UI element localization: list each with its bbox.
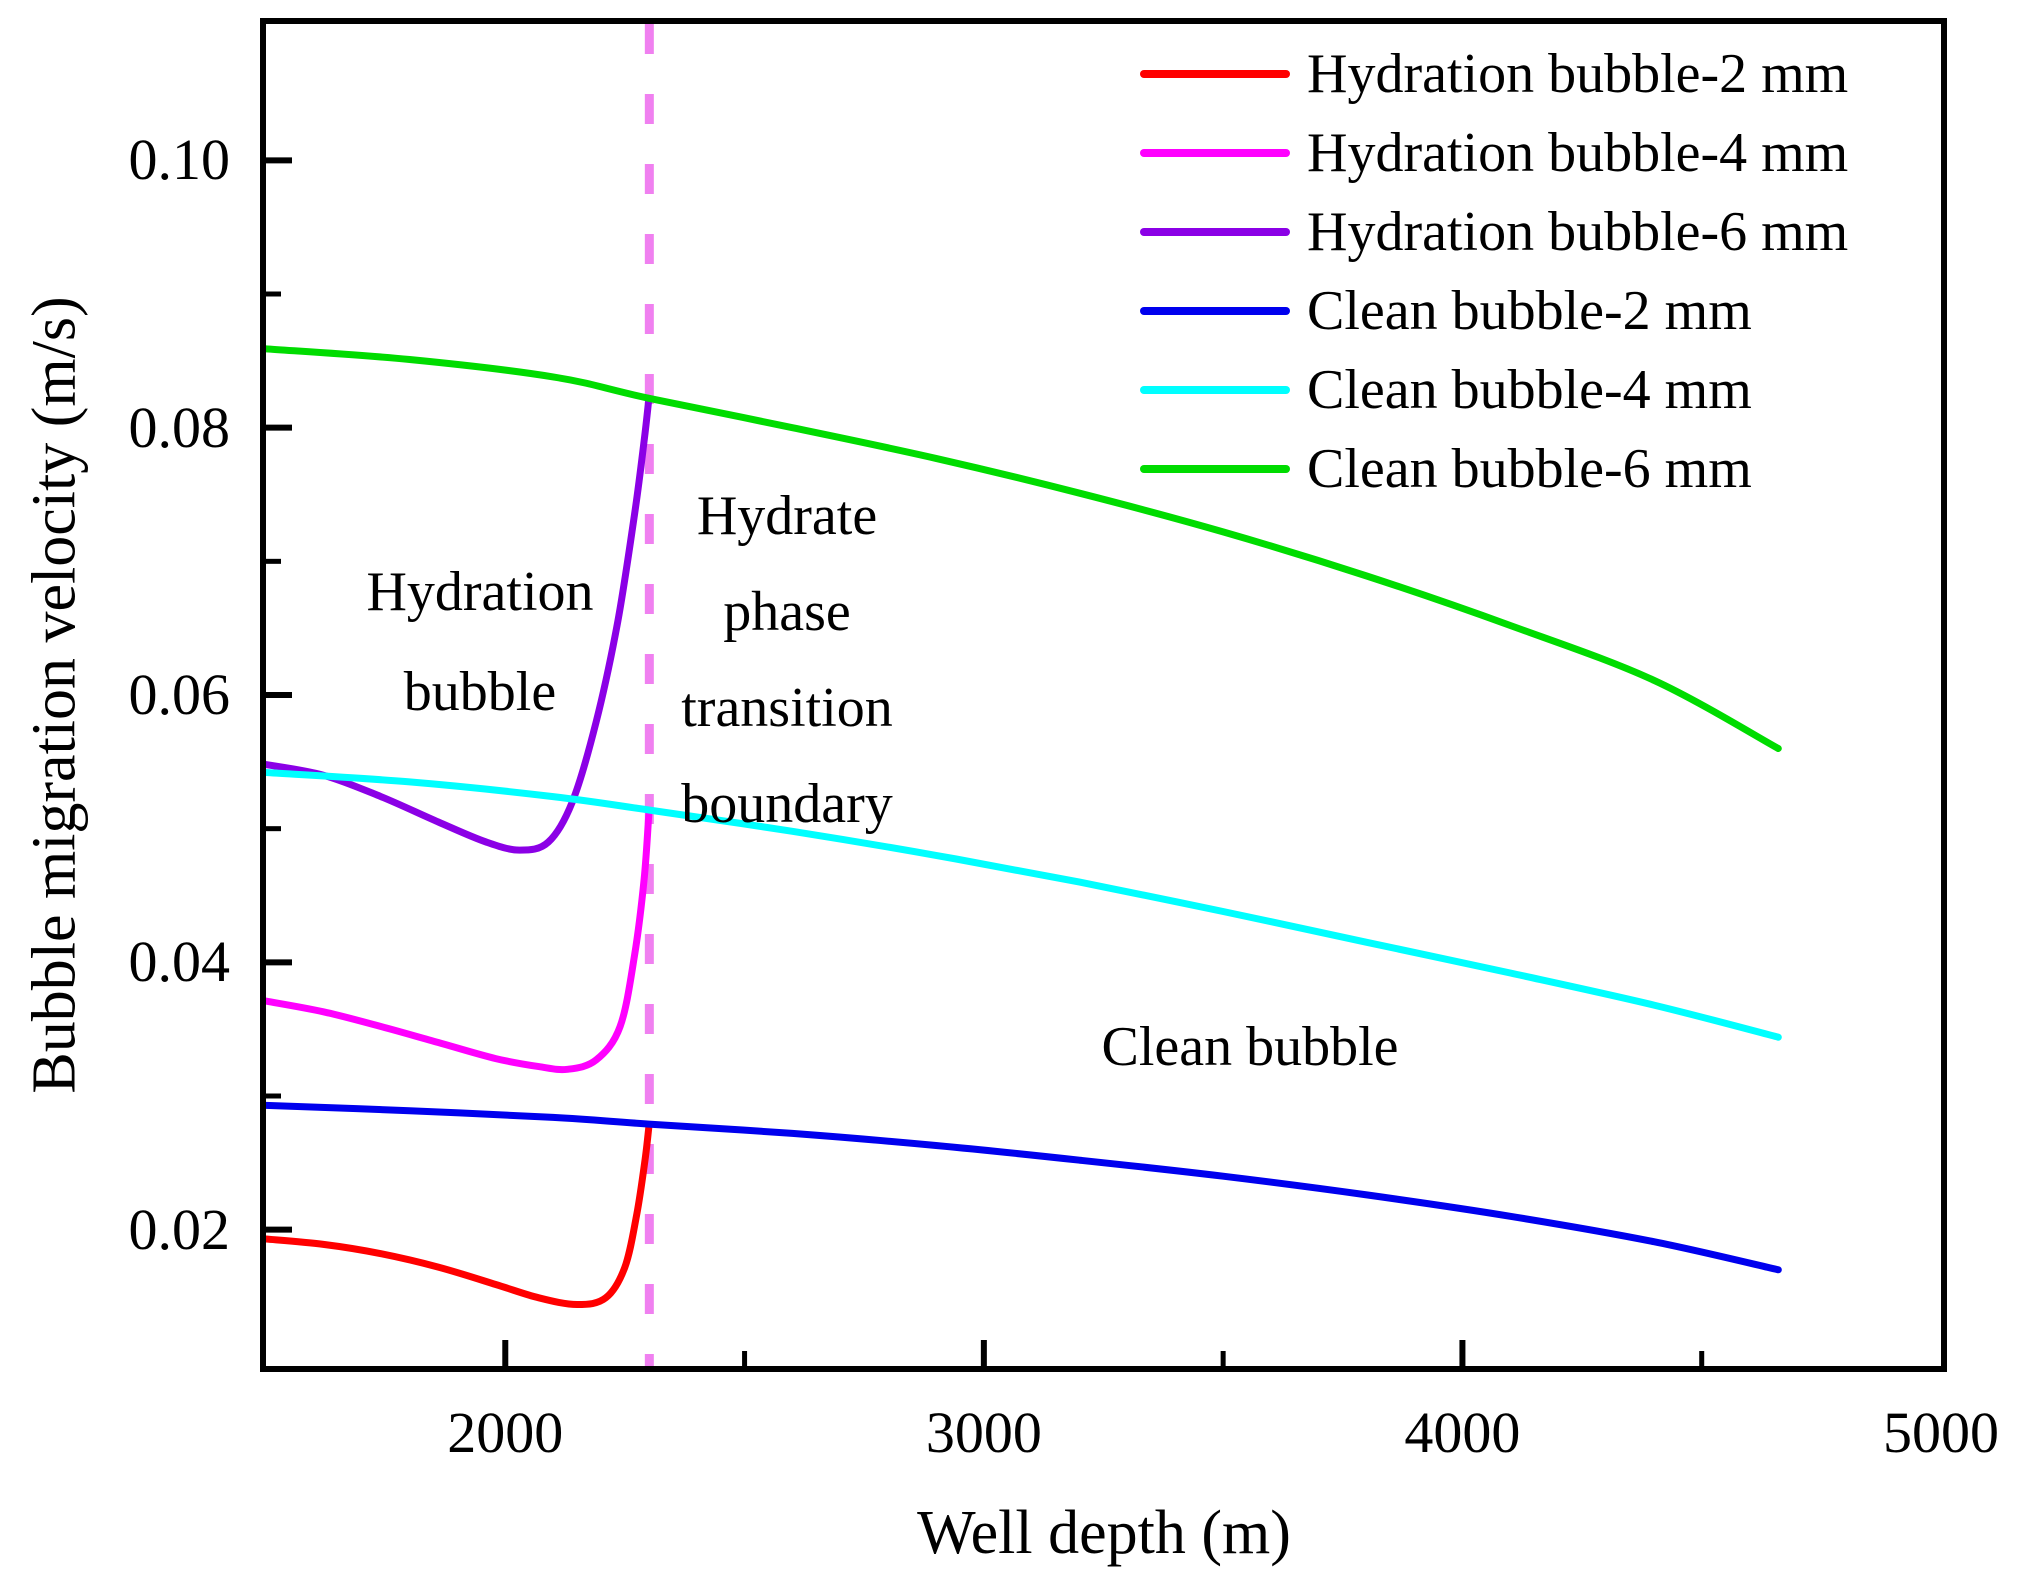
chart-canvas (266, 24, 1782, 1366)
curve-clean-bubble-6-mm (266, 345, 1782, 752)
legend-label: Hydration bubble-6 mm (1307, 200, 1849, 263)
legend-item-clean-bubble-4-mm: Clean bubble-4 mm (1140, 350, 1848, 429)
x-tick-label-2000: 2000 (447, 1400, 564, 1465)
legend-label: Clean bubble-4 mm (1307, 358, 1752, 421)
legend-line-swatch-clean-bubble-4-mm (1140, 385, 1290, 394)
curve-clean-bubble-2-mm (266, 1101, 1782, 1274)
curve-hydration-bubble-6-mm (266, 394, 653, 854)
legend: Hydration bubble-2 mm Hydration bubble-4 … (1140, 34, 1848, 508)
annotation-hydrate-phase-transition-boundary: Hydrate phase transition boundary (681, 485, 893, 835)
legend-item-hydration-bubble-2-mm: Hydration bubble-2 mm (1140, 34, 1848, 113)
legend-line-swatch-hydration-bubble-6-mm (1140, 227, 1290, 236)
legend-label: Hydration bubble-2 mm (1307, 42, 1849, 105)
y-tick-label-0.06: 0.06 (128, 662, 231, 727)
curve-hydration-bubble-2-mm (266, 1123, 653, 1308)
plot-area (260, 18, 1947, 1372)
y-tick-label-0.08: 0.08 (128, 394, 231, 460)
legend-line-swatch-hydration-bubble-4-mm (1140, 148, 1290, 157)
legend-line-swatch-hydration-bubble-2-mm (1140, 69, 1290, 78)
legend-item-hydration-bubble-4-mm: Hydration bubble-4 mm (1140, 113, 1848, 192)
y-tick-label-0.02: 0.02 (128, 1196, 231, 1262)
curve-clean-bubble-4-mm (266, 769, 1782, 1041)
legend-item-hydration-bubble-6-mm: Hydration bubble-6 mm (1140, 192, 1848, 271)
x-tick-label-3000: 3000 (925, 1400, 1042, 1465)
x-tick-label-5000: 5000 (1883, 1400, 1999, 1465)
legend-label: Hydration bubble-4 mm (1307, 121, 1849, 184)
curve-hydration-bubble-4-mm (266, 809, 653, 1074)
x-axis-title: Well depth (m) (917, 1499, 1291, 1567)
y-axis-title: Bubble migration velocity (m/s) (20, 296, 89, 1094)
legend-label: Clean bubble-6 mm (1307, 437, 1752, 500)
annotation-hydration-bubble: Hydration bubble (366, 561, 594, 723)
legend-item-clean-bubble-6-mm: Clean bubble-6 mm (1140, 429, 1848, 508)
y-tick-label-0.10: 0.10 (128, 127, 231, 193)
legend-label: Clean bubble-2 mm (1307, 279, 1752, 342)
legend-line-swatch-clean-bubble-6-mm (1140, 464, 1290, 473)
legend-item-clean-bubble-2-mm: Clean bubble-2 mm (1140, 271, 1848, 350)
annotation-clean-bubble: Clean bubble (1101, 1016, 1399, 1078)
legend-line-swatch-clean-bubble-2-mm (1140, 306, 1290, 315)
y-tick-label-0.04: 0.04 (128, 929, 231, 995)
x-tick-label-4000: 4000 (1404, 1400, 1521, 1465)
